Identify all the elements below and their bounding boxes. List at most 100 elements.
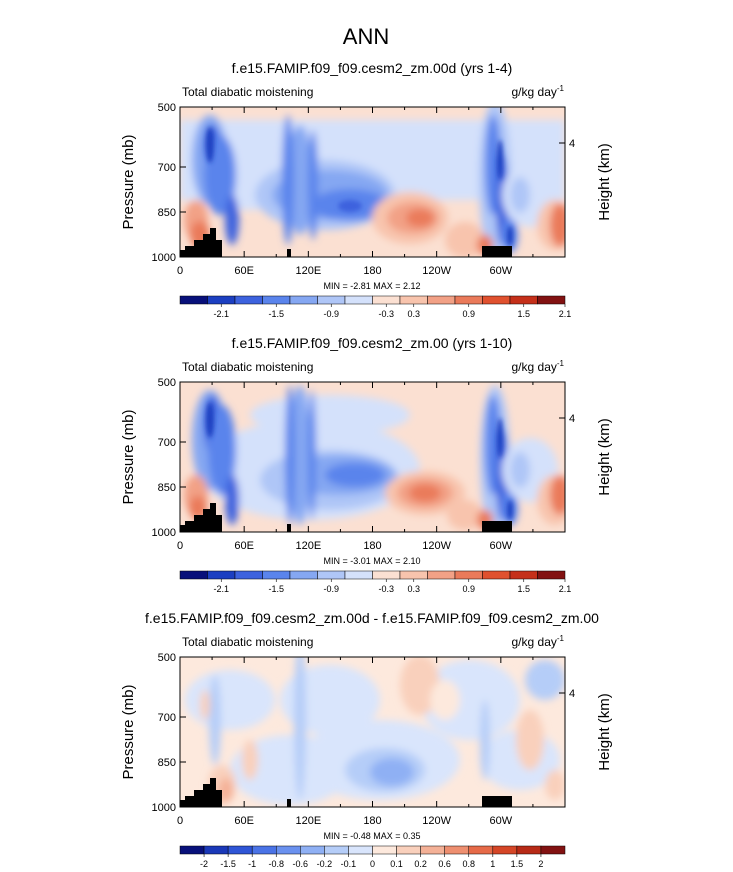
colorbar-label: -0.9 <box>323 309 339 319</box>
topography-mask <box>287 799 291 807</box>
topography-mask <box>287 249 291 257</box>
min-max-label: MIN = -2.81 MAX = 2.12 <box>323 281 420 291</box>
colorbar-swatch <box>399 570 428 580</box>
units-label: g/kg day-1 <box>512 634 565 649</box>
colorbar-label: -0.3 <box>378 309 394 319</box>
colorbar-swatch <box>234 295 263 305</box>
x-tick-label: 180 <box>363 815 381 827</box>
topography-mask <box>482 246 512 257</box>
y-tick-label: 1000 <box>152 252 176 264</box>
colorbar-label: 2.1 <box>559 309 572 319</box>
units-label: g/kg day-1 <box>512 84 565 99</box>
min-max-label: MIN = -0.48 MAX = 0.35 <box>323 831 420 841</box>
topography-mask <box>482 796 512 807</box>
colorbar-label: 0 <box>370 859 375 869</box>
topography-mask <box>180 228 222 257</box>
colorbar-label: -0.9 <box>323 584 339 594</box>
colorbar-swatch <box>289 295 318 305</box>
panel-2: f.e15.FAMIP.f09_f09.cesm2_zm.00 (yrs 1-1… <box>120 335 613 594</box>
colorbar-swatch <box>372 845 397 855</box>
variable-label: Total diabatic moistening <box>182 85 313 99</box>
colorbar-swatch <box>420 845 445 855</box>
contour-field <box>180 382 565 532</box>
colorbar-swatch <box>344 295 373 305</box>
colorbar-swatch <box>399 295 428 305</box>
x-tick-label: 0 <box>177 540 183 552</box>
y-tick-label: 1000 <box>152 527 176 539</box>
colorbar-swatch <box>179 845 205 855</box>
colorbar-label: 0.3 <box>407 309 420 319</box>
y-axis: 500 700 850 1000 <box>152 652 186 814</box>
colorbar-label: -0.6 <box>293 859 309 869</box>
colorbar-swatch <box>372 570 401 580</box>
colorbar-label: -0.1 <box>341 859 357 869</box>
colorbar-label: -1.5 <box>268 584 284 594</box>
colorbar-swatch <box>262 570 291 580</box>
colorbar-label: 1.5 <box>517 584 530 594</box>
colorbar-swatch <box>317 570 346 580</box>
x-tick-label: 120W <box>422 815 451 827</box>
colorbar-label: -0.3 <box>378 584 394 594</box>
x-tick-label: 60E <box>234 265 254 277</box>
colorbar-swatch <box>179 295 208 305</box>
colorbar: -2.1 -1.5 -0.9 -0.3 0.3 0.9 1.5 2.1 <box>179 295 572 319</box>
colorbar-label: 0.9 <box>462 309 475 319</box>
colorbar-label: 1.5 <box>517 309 530 319</box>
colorbar-swatch <box>537 570 566 580</box>
topography-mask <box>180 503 222 532</box>
colorbar-swatch <box>300 845 325 855</box>
colorbar-swatch <box>537 295 566 305</box>
colorbar-label: 0.2 <box>414 859 427 869</box>
colorbar-label: -2.1 <box>213 309 229 319</box>
colorbar-swatch <box>251 845 277 855</box>
x-axis: 0 60E 120E 180 120W 60W <box>177 382 534 552</box>
min-max-label: MIN = -3.01 MAX = 2.10 <box>323 556 420 566</box>
y2-axis-label: Height (km) <box>596 143 613 221</box>
y-tick-label: 850 <box>158 757 176 769</box>
y-axis: 500 700 850 1000 <box>152 102 186 264</box>
contour-field <box>180 107 565 257</box>
x-tick-label: 120W <box>422 265 451 277</box>
colorbar-label: 0.1 <box>390 859 403 869</box>
y-tick-label: 700 <box>158 162 176 174</box>
contour-field <box>180 657 565 807</box>
colorbar-label: -0.8 <box>268 859 284 869</box>
colorbar-swatch <box>207 295 236 305</box>
colorbar-swatch <box>492 845 518 855</box>
y-tick-label: 700 <box>158 437 176 449</box>
x-tick-label: 60W <box>490 265 513 277</box>
colorbar-swatch <box>207 570 236 580</box>
colorbar-swatch <box>482 295 511 305</box>
colorbar-swatch <box>234 570 263 580</box>
y-tick-label: 500 <box>158 652 176 664</box>
colorbar-swatch <box>348 845 373 855</box>
x-tick-label: 0 <box>177 815 183 827</box>
colorbar-label: 0.8 <box>462 859 475 869</box>
x-tick-label: 180 <box>363 265 381 277</box>
colorbar-swatch <box>516 845 542 855</box>
y-tick-label: 500 <box>158 377 176 389</box>
colorbar-swatch <box>324 845 349 855</box>
colorbar-swatch <box>344 570 373 580</box>
y-tick-label: 850 <box>158 207 176 219</box>
y-axis-label: Pressure (mb) <box>120 684 137 779</box>
colorbar-label: -1.5 <box>220 859 236 869</box>
colorbar-label: 1 <box>490 859 495 869</box>
colorbar-label: -2 <box>200 859 208 869</box>
y2-axis-label: Height (km) <box>596 418 613 496</box>
colorbar-swatch <box>227 845 253 855</box>
colorbar: -2 -1.5 -1 -0.8 -0.6 -0.2 -0.1 0 0.1 0.2 0.6 0.8 1 1.… <box>179 845 566 869</box>
colorbar-swatch <box>540 845 566 855</box>
x-axis: 0 60E 120E 180 120W 60W <box>177 107 534 277</box>
x-tick-label: 60W <box>490 540 513 552</box>
x-tick-label: 60W <box>490 815 513 827</box>
colorbar-swatch <box>454 570 483 580</box>
x-tick-label: 120W <box>422 540 451 552</box>
y-tick-label: 1000 <box>152 802 176 814</box>
colorbar-label: -0.2 <box>317 859 333 869</box>
y2-axis: 4 <box>559 413 575 425</box>
colorbar-swatch <box>203 845 229 855</box>
y2-tick-label: 4 <box>569 688 575 700</box>
panel-1: f.e15.FAMIP.f09_f09.cesm2_zm.00d (yrs 1-… <box>120 60 613 319</box>
